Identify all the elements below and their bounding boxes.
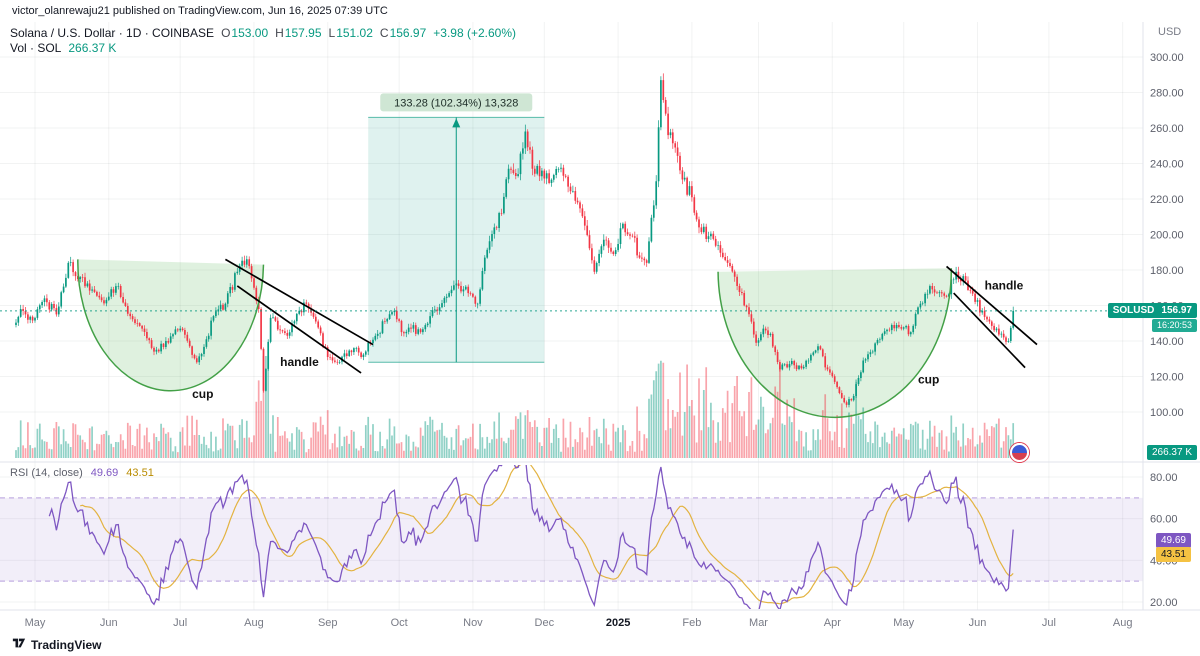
volume-row: Vol · SOL 266.37 K [10,41,516,56]
publisher-bar: victor_olanrewaju21 published on Trading… [0,0,1200,22]
brand-text[interactable]: TradingView [31,638,102,652]
svg-text:240.00: 240.00 [1150,159,1184,171]
rsi-main-value: 49.69 [90,467,119,479]
svg-text:cup: cup [192,387,213,401]
svg-text:200.00: 200.00 [1150,230,1184,242]
svg-text:Jul: Jul [1042,617,1056,629]
tradingview-logo-icon[interactable] [12,636,26,655]
grid-layer [0,22,1143,610]
svg-text:Aug: Aug [244,617,264,629]
svg-text:Mar: Mar [749,617,768,629]
volume-layer [15,356,1015,458]
footer-bar: TradingView [0,634,1200,656]
svg-text:handle: handle [985,279,1024,293]
annotations-layer: cup cup handle handle 133.28 (102.34%) 13,32… [0,93,1143,419]
svg-text:100.00: 100.00 [1150,407,1184,419]
axis-currency-label: USD [1158,26,1182,38]
symbol-title[interactable]: Solana / U.S. Dollar · 1D · COINBASE [10,26,215,40]
ohlc-high: H 157.95 [275,26,322,40]
svg-text:Apr: Apr [824,617,841,629]
svg-text:Jun: Jun [100,617,118,629]
annotation-fills-layer [77,117,952,418]
svg-text:60.00: 60.00 [1150,514,1178,526]
svg-text:133.28 (102.34%) 13,328: 133.28 (102.34%) 13,328 [394,97,518,109]
rsi-legend: RSI (14, close) 49.69 43.51 [10,466,154,480]
svg-text:2025: 2025 [606,617,630,629]
svg-text:cup: cup [918,373,939,387]
svg-text:handle: handle [280,355,319,369]
svg-text:300.00: 300.00 [1150,52,1184,64]
svg-text:80.00: 80.00 [1150,472,1178,484]
bar-countdown-badge: 16:20:53 [1151,319,1197,332]
price-change: +3.98 (+2.60%) [433,26,516,40]
candles-layer [15,73,1015,408]
chart-area: cup cup handle handle 133.28 (102.34%) 13,32… [0,22,1200,634]
rsi-ma-value: 43.51 [126,467,154,479]
ohlc-close: C 156.97 [379,26,427,40]
main-chart[interactable]: cup cup handle handle 133.28 (102.34%) 13,32… [0,22,1200,634]
badge-price: 156.97 [1161,305,1192,316]
rsi-ma-badge: 43.51 [1155,547,1191,562]
svg-text:Jul: Jul [173,617,187,629]
publisher-text: victor_olanrewaju21 published on Trading… [12,5,388,17]
ohlc-low: L 151.02 [328,26,373,40]
svg-text:280.00: 280.00 [1150,88,1184,100]
svg-text:Oct: Oct [391,617,408,629]
rsi-title[interactable]: RSI (14, close) [10,467,83,479]
svg-text:May: May [25,617,46,629]
svg-text:Sep: Sep [318,617,338,629]
svg-text:Jun: Jun [969,617,987,629]
chart-legend: Solana / U.S. Dollar · 1D · COINBASE O 15… [10,26,516,56]
svg-text:140.00: 140.00 [1150,336,1184,348]
volume-value: 266.37 K [68,41,117,55]
svg-text:260.00: 260.00 [1150,123,1184,135]
symbol-row: Solana / U.S. Dollar · 1D · COINBASE O 15… [10,26,516,41]
svg-text:220.00: 220.00 [1150,194,1184,206]
svg-text:Dec: Dec [535,617,555,629]
svg-text:20.00: 20.00 [1150,597,1178,609]
svg-text:120.00: 120.00 [1150,372,1184,384]
volume-badge: 266.37 K [1146,445,1197,460]
economic-event-icon[interactable] [1010,443,1029,462]
svg-text:Aug: Aug [1113,617,1133,629]
badge-symbol: SOLUSD [1112,305,1155,316]
svg-text:180.00: 180.00 [1150,265,1184,277]
volume-label: Vol · SOL [10,41,62,55]
svg-text:May: May [893,617,914,629]
svg-text:Feb: Feb [682,617,701,629]
last-price-badge: SOLUSD 156.97 [1107,303,1197,318]
ohlc-open: O 153.00 [221,26,269,40]
rsi-value-badge: 49.69 [1155,533,1191,548]
svg-text:Nov: Nov [463,617,483,629]
rsi-layer [0,465,1143,609]
